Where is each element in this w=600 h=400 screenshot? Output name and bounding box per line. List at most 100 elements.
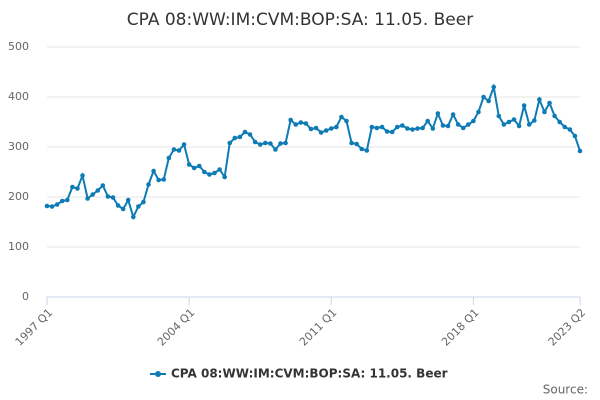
y-tick-label: 500 [8,40,29,53]
point [450,112,456,117]
x-tick-label: 2023 Q2 [546,306,589,349]
point [486,98,491,104]
point [176,148,182,153]
point [141,199,146,205]
point [496,113,502,119]
point [521,103,527,108]
point [359,146,365,152]
point [481,94,486,100]
point [435,111,441,116]
point [196,163,202,169]
point [115,203,121,208]
point [389,129,395,135]
y-tick-label: 0 [22,290,29,303]
point [130,214,136,220]
point [80,173,85,178]
point [247,132,253,137]
point [95,188,101,193]
point [547,100,552,106]
point [567,127,573,132]
point [136,204,141,209]
point [212,170,217,176]
chart-title: CPA 08:WW:IM:CVM:BOP:SA: 11.05. Beer [127,10,473,30]
point [557,119,562,125]
point [146,182,151,187]
point [166,155,172,161]
series-line [46,83,581,220]
point [227,140,233,146]
y-tick-label: 400 [8,90,29,103]
point [110,195,116,200]
point [511,117,517,122]
point [532,118,537,123]
point [49,204,55,209]
point [44,203,50,209]
point [318,130,324,135]
point [354,141,359,147]
point [303,121,309,126]
point [323,128,329,133]
point [278,141,283,146]
point [308,126,314,132]
point [313,125,319,131]
y-tick-label: 300 [8,140,29,153]
point [262,140,268,146]
x-tick-label: 2004 Q1 [155,306,198,349]
point [394,124,400,130]
point [222,174,227,180]
source: Source: [543,383,588,397]
point [242,129,248,135]
point [232,135,238,141]
point [460,125,466,131]
point [120,206,126,212]
point [54,202,60,207]
point [252,139,258,145]
point [440,123,446,128]
point [237,134,243,140]
point [156,177,161,183]
point [105,194,111,199]
point [516,123,522,129]
point [430,126,436,131]
point [420,125,425,131]
point [100,183,106,188]
point [207,172,212,177]
point [491,84,497,90]
x-tick-label: 1997 Q1 [13,306,56,349]
point [526,122,532,127]
point [369,124,375,130]
point [339,114,344,120]
point [125,197,131,203]
point [471,118,476,124]
point [90,192,95,197]
point [445,123,451,129]
y-tick-label: 100 [8,240,29,253]
point [400,123,405,128]
point [577,148,583,154]
point [191,165,197,171]
point [537,97,542,102]
point [506,119,512,125]
point [415,126,420,131]
point [476,109,481,115]
point [405,126,410,131]
point [70,184,75,190]
point [75,186,80,191]
point [293,122,299,127]
point [379,124,385,130]
point [501,122,507,127]
point [349,140,354,146]
point [171,147,177,152]
point [328,126,334,131]
point [181,142,187,147]
point [455,122,461,127]
point [273,147,278,152]
point [410,127,415,132]
point [85,196,90,201]
point [334,124,339,130]
legend-label: CPA 08:WW:IM:CVM:BOP:SA: 11.05. Beer [171,367,448,381]
point [161,177,167,182]
point [572,133,578,139]
point [288,117,293,123]
x-tick-label: 2018 Q1 [439,306,482,349]
